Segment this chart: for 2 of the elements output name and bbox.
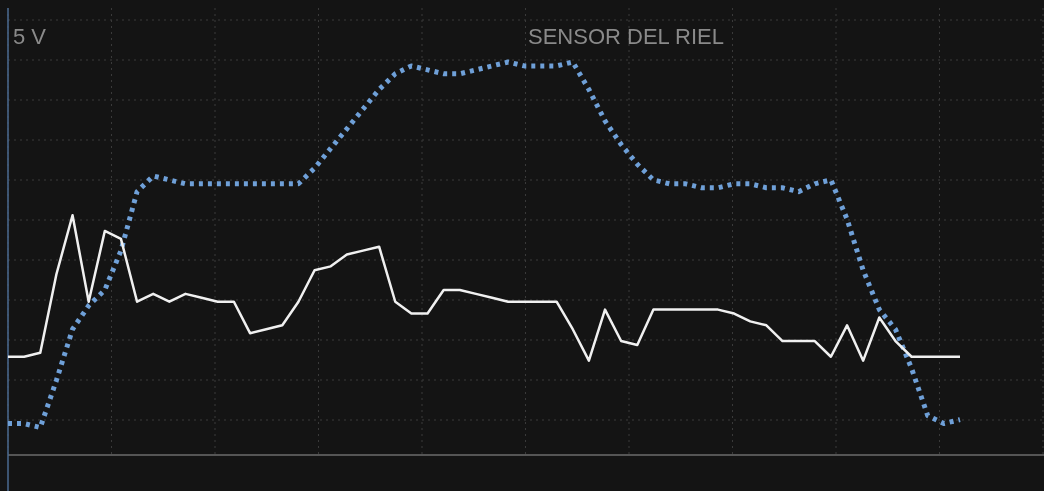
chart-title: SENSOR DEL RIEL <box>527 24 725 49</box>
text: 5 V <box>13 24 47 49</box>
